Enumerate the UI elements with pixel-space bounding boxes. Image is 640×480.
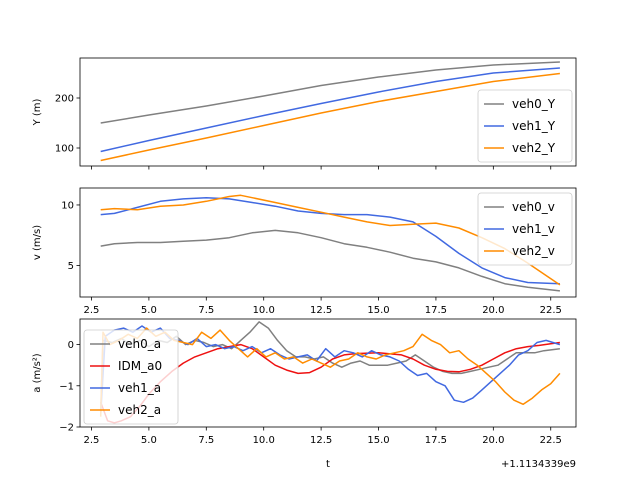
y-axis-label: Y (m) [32, 98, 43, 126]
subplot-velocity: 2.5 5.0 7.5 10.0 12.5 15.0 17.5 20.0 22.5 5 10 v (m… [32, 187, 577, 316]
axes-frame [79, 187, 577, 298]
x-tick-label: 17.5 [425, 435, 447, 446]
y-tick-label: −1 [59, 381, 74, 392]
legend-box [83, 329, 179, 425]
y-tick-label: 200 [55, 94, 74, 105]
y-tick-label: 100 [55, 144, 74, 155]
subplot-position: 100 200 Y (m) veh0_Y veh1_Y veh2_Y [32, 57, 577, 170]
x-tick-label: 5.0 [141, 305, 157, 316]
series-group [100, 61, 560, 162]
legend-label: veh2_v [512, 244, 555, 258]
x-tick-label: 10.0 [253, 305, 275, 316]
legend-label: veh1_Y [512, 119, 556, 133]
series-line-veh0-y [100, 61, 560, 124]
series-line-veh2-v [100, 194, 561, 286]
x-axis-label: t [326, 459, 330, 470]
x-tick-label: 12.5 [310, 435, 332, 446]
axes-frame [79, 57, 577, 167]
y-tick-label: 0 [68, 340, 74, 351]
x-tick-label: 15.0 [367, 435, 389, 446]
legend: veh0_a IDM_a0 veh1_a veh2_a [83, 329, 179, 425]
y-tick-label: 5 [68, 261, 74, 272]
legend-label: IDM_a0 [118, 359, 162, 373]
legend-label: veh0_Y [512, 97, 556, 111]
y-axis-label: v (m/s) [32, 225, 43, 260]
legend-box [477, 89, 573, 163]
x-tick-label: 15.0 [367, 305, 389, 316]
x-tick-label: 20.0 [482, 435, 504, 446]
legend-label: veh1_a [118, 381, 161, 395]
series-line-veh0-v [100, 229, 560, 292]
legend-label: veh2_a [118, 403, 161, 417]
x-tick-label: 7.5 [198, 435, 214, 446]
series-line-veh1-v [100, 196, 560, 285]
series-group [100, 194, 561, 292]
axes-frame [79, 318, 577, 428]
legend: veh0_Y veh1_Y veh2_Y [477, 89, 573, 163]
legend-box [477, 192, 573, 266]
x-tick-label: 5.0 [141, 435, 157, 446]
legend-label: veh2_Y [512, 141, 556, 155]
x-tick-label: 2.5 [84, 435, 100, 446]
series-line-veh1-y [100, 67, 560, 153]
x-axis-offset-text: +1.1134339e9 [501, 459, 576, 470]
x-tick-label: 10.0 [253, 435, 275, 446]
y-tick-label: −2 [59, 423, 74, 434]
x-tick-label: 22.5 [540, 435, 562, 446]
legend-label: veh1_v [512, 222, 555, 236]
x-tick-label: 12.5 [310, 305, 332, 316]
y-tick-label: 10 [61, 200, 74, 211]
x-tick-label: 17.5 [425, 305, 447, 316]
x-tick-label: 22.5 [540, 305, 562, 316]
x-tick-label: 20.0 [482, 305, 504, 316]
x-tick-label: 7.5 [198, 305, 214, 316]
x-tick-label: 2.5 [84, 305, 100, 316]
legend: veh0_v veh1_v veh2_v [477, 192, 573, 266]
y-axis-label: a (m/s²) [32, 353, 43, 393]
legend-label: veh0_v [512, 200, 555, 214]
series-line-veh2-y [100, 72, 560, 162]
legend-label: veh0_a [118, 337, 161, 351]
subplot-acceleration: 2.5 5.0 7.5 10.0 12.5 15.0 17.5 20.0 22.5 −2 −1 0 a … [32, 318, 577, 470]
